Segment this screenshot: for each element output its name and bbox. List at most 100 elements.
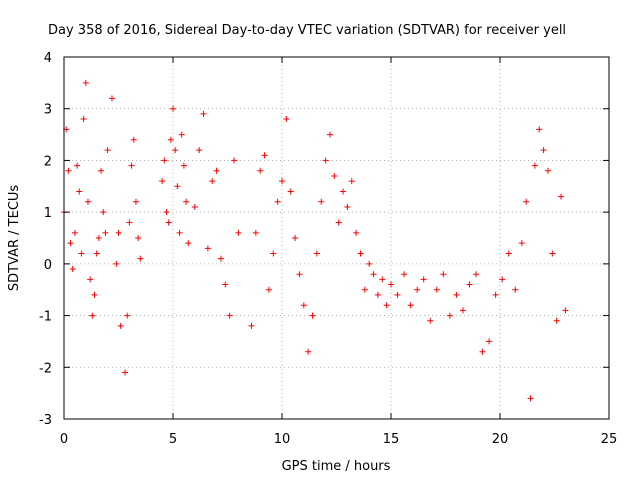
axis-ticks: 0 5 10 15 20 25 -3 -2 -1 0 1 2 3 4 (39, 51, 617, 447)
data-point (549, 250, 556, 257)
data-point (167, 136, 174, 143)
data-point (78, 250, 85, 257)
data-point (178, 131, 185, 138)
data-point (553, 317, 560, 324)
data-point (161, 157, 168, 164)
x-tick-label: 5 (169, 432, 177, 447)
data-point (200, 110, 207, 117)
data-point (67, 240, 74, 247)
data-point (226, 312, 233, 319)
data-point (209, 178, 216, 185)
y-tick-label: 0 (44, 258, 52, 273)
data-point (132, 198, 139, 205)
data-point (486, 338, 493, 345)
data-point (296, 271, 303, 278)
data-point (344, 203, 351, 210)
data-point (217, 255, 224, 262)
x-axis-label: GPS time / hours (282, 459, 391, 474)
data-point (183, 198, 190, 205)
data-point (176, 229, 183, 236)
data-point (492, 291, 499, 298)
data-point (313, 250, 320, 257)
data-point (80, 116, 87, 123)
data-point (446, 312, 453, 319)
data-point (185, 240, 192, 247)
data-point (196, 147, 203, 154)
data-point (518, 240, 525, 247)
data-point (252, 229, 259, 236)
data-point (440, 271, 447, 278)
x-tick-label: 0 (60, 432, 68, 447)
data-point (401, 271, 408, 278)
data-point (459, 307, 466, 314)
data-point (427, 317, 434, 324)
data-point (180, 162, 187, 169)
data-point (353, 229, 360, 236)
y-tick-label: -2 (39, 361, 52, 376)
data-point (174, 183, 181, 190)
data-point (309, 312, 316, 319)
data-points (61, 79, 569, 402)
x-tick-label: 10 (274, 432, 291, 447)
data-point (357, 250, 364, 257)
data-point (335, 219, 342, 226)
data-point (540, 147, 547, 154)
data-point (108, 95, 115, 102)
data-point (366, 260, 373, 267)
data-point (499, 276, 506, 283)
data-point (544, 167, 551, 174)
data-point (84, 198, 91, 205)
data-point (331, 172, 338, 179)
y-tick-label: -1 (39, 310, 52, 325)
grid-lines (64, 57, 609, 419)
data-point (523, 198, 530, 205)
data-point (89, 312, 96, 319)
data-point (93, 250, 100, 257)
data-point (407, 302, 414, 309)
data-point (379, 276, 386, 283)
data-point (113, 260, 120, 267)
data-point (95, 235, 102, 241)
data-point (74, 162, 81, 169)
data-point (82, 79, 89, 86)
data-point (235, 229, 242, 236)
data-point (326, 131, 333, 138)
data-point (420, 276, 427, 283)
data-point (265, 286, 272, 293)
y-tick-label: 4 (44, 51, 52, 66)
data-point (394, 291, 401, 298)
data-point (536, 126, 543, 133)
data-point (130, 136, 137, 143)
data-point (204, 245, 211, 252)
data-point (100, 209, 107, 216)
data-point (512, 286, 519, 293)
data-point (279, 178, 285, 185)
data-point (117, 322, 124, 329)
data-point (65, 167, 72, 174)
data-point (163, 209, 170, 216)
data-point (213, 167, 220, 174)
x-tick-label: 20 (492, 432, 509, 447)
data-point (115, 229, 122, 236)
data-point (270, 250, 277, 257)
data-point (170, 105, 176, 112)
y-tick-label: 2 (44, 154, 52, 169)
data-point (348, 178, 355, 185)
data-point (383, 302, 390, 309)
data-point (102, 229, 109, 236)
data-point (87, 276, 94, 283)
data-point (128, 162, 135, 169)
data-point (287, 188, 294, 195)
data-point (135, 235, 142, 241)
data-point (124, 312, 131, 319)
chart-title: Day 358 of 2016, Sidereal Day-to-day VTE… (48, 23, 566, 38)
data-point (527, 395, 534, 402)
data-point (300, 302, 307, 309)
x-tick-label: 15 (383, 432, 400, 447)
data-point (318, 198, 325, 205)
data-point (231, 157, 238, 164)
data-point (104, 147, 111, 154)
data-point (165, 219, 172, 226)
data-point (76, 188, 83, 195)
